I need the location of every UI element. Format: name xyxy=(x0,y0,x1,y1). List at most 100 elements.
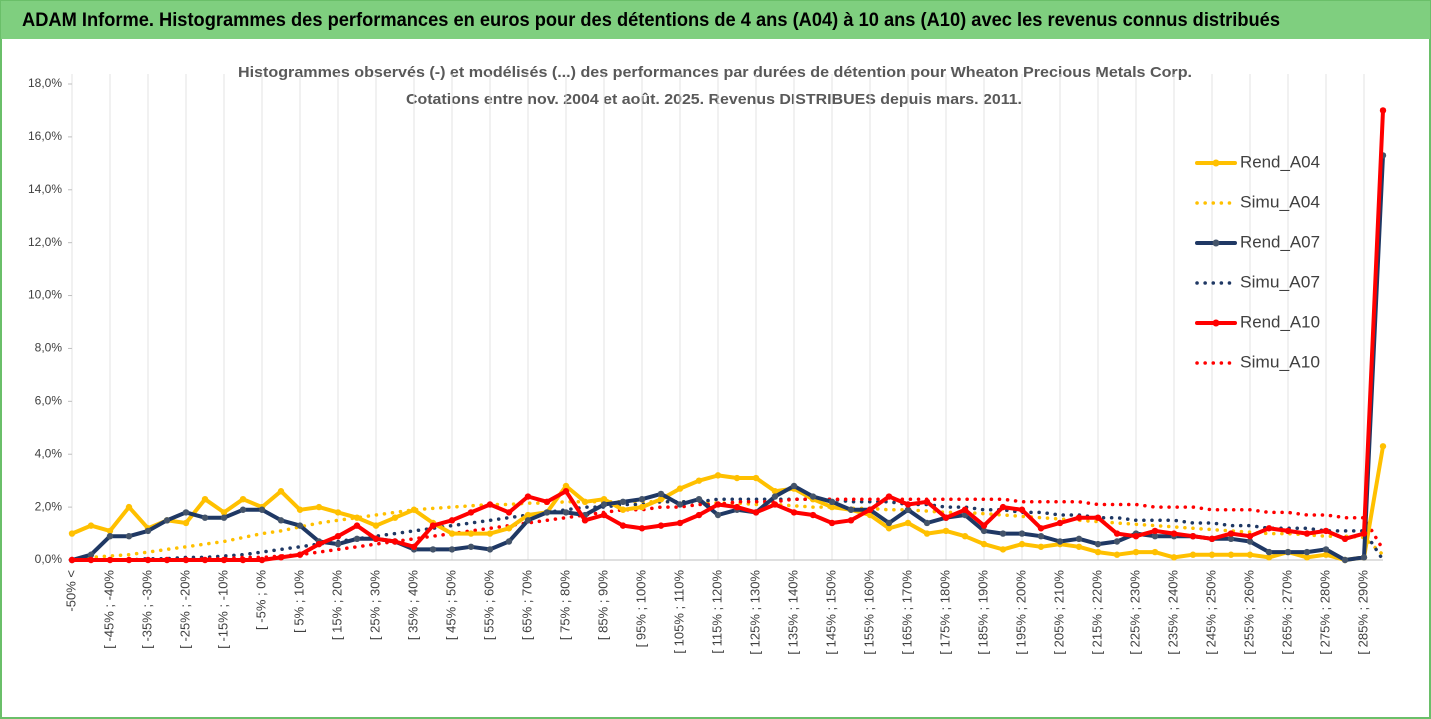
x-tick-label: [ 215% ; 220% xyxy=(1089,570,1104,655)
point xyxy=(201,556,209,564)
point xyxy=(524,517,532,524)
x-tick-label: [ 205% ; 210% xyxy=(1051,570,1066,655)
x-tick-label: [ 5% ; 10% xyxy=(291,570,306,633)
point xyxy=(125,503,133,511)
point xyxy=(410,506,418,513)
point xyxy=(1075,514,1083,521)
point xyxy=(220,514,228,521)
point xyxy=(828,503,836,511)
point xyxy=(904,506,912,513)
point xyxy=(258,506,266,513)
x-tick-label: [ 165% ; 170% xyxy=(899,570,914,655)
simu-line xyxy=(70,497,1385,562)
point xyxy=(828,498,836,506)
point xyxy=(1360,530,1368,537)
point xyxy=(1151,533,1159,540)
point xyxy=(1056,538,1064,545)
y-tick-label: 10,0% xyxy=(28,288,62,302)
point xyxy=(277,554,285,561)
point xyxy=(315,503,323,511)
point xyxy=(980,540,988,548)
point xyxy=(923,519,931,527)
y-tick-label: 4,0% xyxy=(35,446,63,460)
point xyxy=(334,540,342,548)
point xyxy=(1303,530,1311,537)
y-tick-label: 12,0% xyxy=(28,235,62,249)
point xyxy=(87,556,95,564)
rend-line xyxy=(70,108,1385,562)
x-tick-label: [ 265% ; 270% xyxy=(1279,570,1294,655)
point xyxy=(68,530,76,537)
point xyxy=(980,522,988,529)
point xyxy=(505,538,513,545)
point xyxy=(1170,554,1178,561)
point xyxy=(923,530,931,537)
x-tick-label: [ 285% ; 290% xyxy=(1355,570,1370,655)
point xyxy=(1322,551,1330,558)
point xyxy=(695,495,703,503)
point xyxy=(1322,546,1330,553)
point xyxy=(258,556,266,564)
x-tick-label: [ -25% ; -20% xyxy=(177,570,192,649)
point xyxy=(163,517,171,524)
legend-marker xyxy=(1212,159,1220,167)
point xyxy=(923,498,931,506)
x-tick-label: [ 155% ; 160% xyxy=(861,570,876,655)
x-tick-label: [ 105% ; 110% xyxy=(671,570,686,654)
legend-marker xyxy=(1212,319,1220,327)
x-tick-label: [ -15% ; -10% xyxy=(215,570,230,649)
x-tick-label: [ 45% ; 50% xyxy=(443,570,458,641)
point xyxy=(144,556,152,564)
point xyxy=(1208,551,1216,558)
x-tick-label: [ 115% ; 120% xyxy=(709,570,724,654)
point xyxy=(1303,548,1311,556)
point xyxy=(904,501,912,508)
point xyxy=(980,527,988,535)
point xyxy=(1303,554,1311,561)
point xyxy=(87,522,95,529)
chart-subtitle: Cotations entre nov. 2004 et août. 2025.… xyxy=(406,91,1022,108)
point xyxy=(619,522,627,529)
point xyxy=(543,509,551,516)
banner-title: ADAM Informe. Histogrammes des performan… xyxy=(22,10,1280,31)
point xyxy=(1379,107,1387,114)
point xyxy=(543,498,551,506)
point xyxy=(866,511,874,519)
point xyxy=(182,509,190,516)
point xyxy=(1094,540,1102,548)
point xyxy=(1227,551,1235,558)
point xyxy=(296,522,304,529)
point xyxy=(1246,533,1254,540)
point xyxy=(695,477,703,484)
y-tick-label: 18,0% xyxy=(28,76,62,90)
point xyxy=(771,488,779,495)
point xyxy=(182,556,190,564)
point xyxy=(524,511,532,519)
point xyxy=(600,495,608,503)
point xyxy=(486,546,494,553)
point xyxy=(1284,548,1292,556)
y-tick-label: 14,0% xyxy=(28,182,62,196)
point xyxy=(999,503,1007,511)
point xyxy=(790,509,798,516)
point xyxy=(1265,554,1273,561)
point xyxy=(676,485,684,492)
point xyxy=(372,535,380,543)
point xyxy=(68,556,76,564)
point xyxy=(638,503,646,511)
x-tick-label: [ 175% ; 180% xyxy=(937,570,952,655)
x-tick-label: [ 65% ; 70% xyxy=(519,570,534,641)
x-tick-label: [ 195% ; 200% xyxy=(1013,570,1028,655)
point xyxy=(391,514,399,521)
x-tick-label: [ 255% ; 260% xyxy=(1241,570,1256,655)
x-tick-label: [ 225% ; 230% xyxy=(1127,570,1142,655)
point xyxy=(657,495,665,503)
point xyxy=(1018,540,1026,548)
point xyxy=(220,509,228,516)
x-tick-label: [ 275% ; 280% xyxy=(1317,570,1332,655)
x-tick-label: [ -45% ; -40% xyxy=(101,570,116,649)
point xyxy=(391,538,399,545)
point xyxy=(1341,556,1349,564)
point xyxy=(866,506,874,513)
point xyxy=(448,530,456,537)
